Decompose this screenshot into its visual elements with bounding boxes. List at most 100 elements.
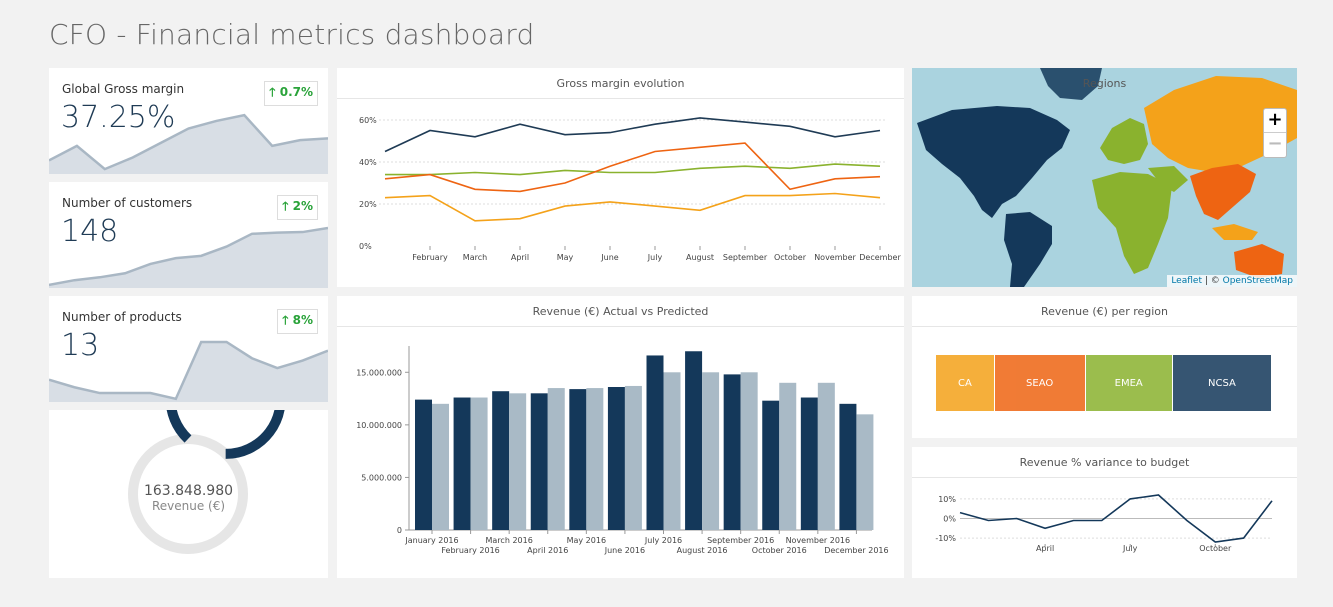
bar-predicted: [470, 397, 488, 530]
kpi-value: 37.25%: [61, 100, 176, 135]
kpi-card-gross-margin: Global Gross margin 37.25% 🡑 0.7%: [49, 68, 328, 174]
chart-title: Revenue (€) per region: [1040, 305, 1169, 318]
y-tick-label: 0: [397, 526, 402, 535]
series-line-1: [385, 163, 881, 176]
y-tick-label: 0%: [359, 242, 372, 251]
bar-actual: [839, 403, 857, 530]
x-tick-label: October 2016: [752, 546, 807, 555]
bar-actual: [723, 374, 741, 530]
x-tick-label: November 2016: [786, 536, 851, 545]
revenue-total-value: 163.848.980: [143, 483, 234, 499]
x-tick-label: August: [686, 253, 714, 262]
bar-predicted: [586, 388, 604, 530]
series-line-3: [384, 192, 881, 222]
region-europe: [1100, 118, 1148, 164]
x-tick-label: April 2016: [527, 546, 568, 555]
chart-title: Revenue % variance to budget: [1019, 456, 1190, 469]
revenue-bar-chart-card: Revenue (€) Actual vs Predicted 15.000.0…: [337, 296, 904, 578]
map-zoom-control: + −: [1263, 108, 1287, 158]
x-tick-label: June: [600, 253, 619, 262]
x-tick-label: September 2016: [707, 536, 774, 545]
arrow-up-icon: 🡑: [269, 85, 276, 99]
bar-actual: [800, 397, 818, 530]
bar-predicted: [856, 414, 874, 530]
donut-arc: [166, 410, 285, 459]
region-indonesia: [1212, 224, 1258, 240]
series-line-2: [384, 142, 881, 193]
trend-badge: 🡑 8%: [277, 309, 318, 334]
x-tick-label: July: [1122, 544, 1138, 553]
bar-actual: [415, 399, 432, 530]
kpi-value: 13: [61, 328, 100, 363]
map-title: Regions: [1082, 77, 1127, 90]
bar-predicted: [779, 382, 797, 530]
y-tick-label: 10.000.000: [356, 421, 402, 430]
x-tick-label: September: [723, 253, 768, 262]
bar-predicted: [509, 393, 527, 530]
bar-actual: [569, 389, 587, 530]
variance-line-chart: 10% 0% -10% April July October: [935, 494, 1273, 553]
kpi-label: Number of products: [62, 310, 182, 324]
osm-link[interactable]: OpenStreetMap: [1222, 276, 1293, 286]
arrow-up-icon: 🡑: [282, 313, 289, 327]
regions-map-card: Regions + − Leaflet | © OpenStreetMap: [912, 68, 1297, 287]
sparkline-line: [49, 340, 328, 401]
x-tick-label: December 2016: [824, 546, 888, 555]
gross-margin-chart-card: Gross margin evolution 60% 40% 20% 0% Februa…: [337, 68, 904, 287]
chart-title: Revenue (€) Actual vs Predicted: [532, 305, 709, 318]
leaflet-link[interactable]: Leaflet: [1171, 276, 1202, 286]
series-line-0: [384, 117, 881, 153]
region-asia-north: [1144, 76, 1297, 172]
x-tick-label: July 2016: [644, 536, 682, 545]
x-tick-label: March 2016: [486, 536, 533, 545]
revenue-donut: [128, 410, 285, 554]
kpi-card-products: Number of products 13 🡑 8%: [49, 296, 328, 402]
variance-chart-card: Revenue % variance to budget 10% 0% -10% Ap…: [912, 447, 1297, 578]
zoom-out-button[interactable]: −: [1267, 133, 1283, 154]
region-block-ca[interactable]: CA: [936, 355, 994, 411]
sparkline-line: [49, 226, 328, 287]
badge-value: 8%: [292, 313, 313, 327]
revenue-per-region-card: Revenue (€) per region CA SEAO EMEA NCSA: [912, 296, 1297, 438]
region-block-ncsa[interactable]: NCSA: [1172, 355, 1271, 411]
bar-actual: [762, 400, 780, 530]
sparkline: [49, 340, 328, 402]
zoom-in-button[interactable]: +: [1264, 109, 1286, 133]
arrow-up-icon: 🡑: [282, 199, 289, 213]
region-north-america: [917, 106, 1070, 218]
bar-predicted: [432, 403, 449, 530]
world-map[interactable]: [912, 68, 1297, 287]
x-tick-label: October: [1199, 544, 1232, 553]
variance-line: [959, 494, 1273, 543]
bar-predicted: [663, 372, 681, 530]
y-tick-label: 10%: [938, 495, 956, 504]
x-tick-label: July: [647, 253, 663, 262]
x-tick-label: February 2016: [441, 546, 499, 555]
region-australia: [1234, 244, 1284, 278]
region-middle-east: [1148, 166, 1188, 192]
trend-badge: 🡑 0.7%: [264, 81, 318, 106]
bar-predicted: [547, 388, 565, 530]
x-tick-label: January 2016: [404, 536, 458, 545]
region-asia-south: [1190, 164, 1256, 220]
region-greenland: [1040, 68, 1102, 100]
x-tick-label: June 2016: [604, 546, 645, 555]
region-block-emea[interactable]: EMEA: [1085, 355, 1172, 411]
map-attribution: Leaflet | © OpenStreetMap: [1167, 275, 1297, 287]
region-block-seao[interactable]: SEAO: [994, 355, 1085, 411]
y-tick-label: 0%: [943, 515, 956, 524]
y-tick-label: -10%: [935, 534, 956, 543]
y-tick-label: 15.000.000: [356, 368, 402, 377]
kpi-card-customers: Number of customers 148 🡑 2%: [49, 182, 328, 288]
chart-title: Gross margin evolution: [556, 77, 685, 90]
x-tick-label: May: [557, 253, 574, 262]
bar-actual: [646, 355, 664, 530]
badge-value: 2%: [292, 199, 313, 213]
x-tick-label: December: [859, 253, 901, 262]
attribution-separator: | ©: [1201, 276, 1223, 286]
sparkline-area: [49, 115, 328, 174]
x-tick-label: November: [814, 253, 856, 262]
kpi-label: Number of customers: [62, 196, 193, 210]
kpi-label: Global Gross margin: [62, 82, 185, 96]
bar-predicted: [740, 372, 758, 530]
